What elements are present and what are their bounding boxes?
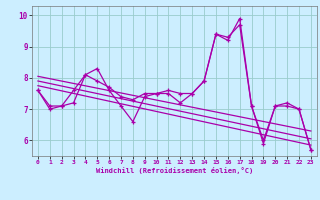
X-axis label: Windchill (Refroidissement éolien,°C): Windchill (Refroidissement éolien,°C)	[96, 167, 253, 174]
